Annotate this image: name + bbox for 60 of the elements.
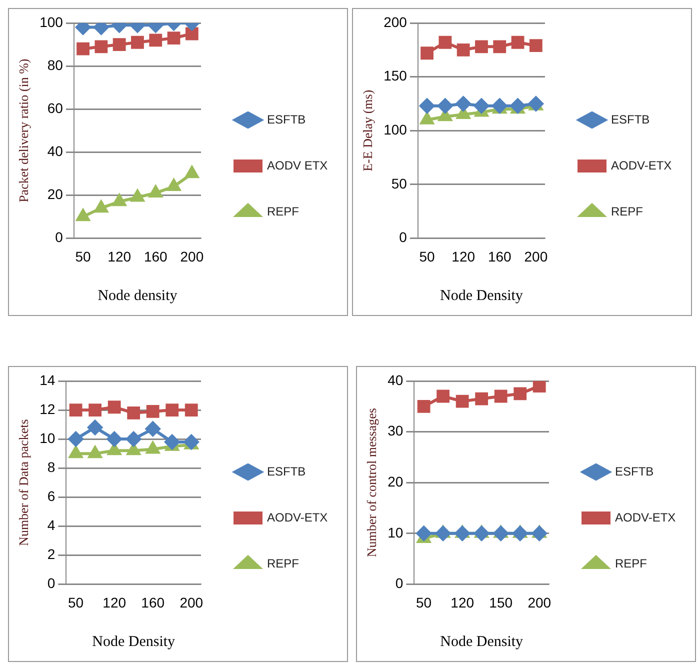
x-axis-title: Node Density: [440, 288, 524, 304]
y-tick-label: 2: [47, 546, 56, 562]
legend-label: REPF: [611, 204, 644, 218]
y-tick-label: 14: [40, 372, 56, 388]
x-tick-label: 200: [180, 248, 204, 264]
x-tick-label: 120: [102, 594, 126, 610]
legend-label: ESFTB: [267, 112, 306, 126]
y-tick-label: 80: [47, 56, 64, 73]
y-tick-label: 8: [47, 458, 56, 475]
legend-label: REPF: [267, 556, 300, 570]
x-tick-label: 50: [75, 248, 92, 264]
y-tick-label: 100: [40, 14, 64, 30]
y-tick-label: 200: [384, 14, 408, 30]
y-tick-label: 150: [384, 68, 408, 84]
legend-label: ESFTB: [615, 464, 654, 478]
y-tick-label: 40: [388, 372, 404, 388]
y-tick-label: 0: [55, 229, 64, 246]
y-tick-label: 60: [47, 100, 64, 116]
x-axis-title: Node Density: [440, 634, 524, 650]
x-tick-label: 160: [141, 594, 165, 610]
x-axis-title: Node density: [98, 288, 178, 304]
y-tick-label: 0: [399, 229, 408, 246]
y-tick-label: 12: [40, 400, 56, 417]
x-tick-label: 50: [416, 594, 432, 610]
y-axis-title: Number of Data packets: [16, 419, 32, 546]
x-tick-label: 50: [419, 248, 436, 264]
x-tick-label: 200: [180, 594, 204, 610]
y-axis-title: E-E Delay (ms): [360, 90, 376, 172]
x-tick-label: 120: [452, 248, 476, 264]
legend-label: AODV ETX: [267, 158, 328, 172]
y-tick-label: 20: [47, 186, 64, 202]
x-tick-label: 50: [68, 594, 84, 610]
legend-label: REPF: [615, 556, 648, 570]
y-tick-label: 0: [395, 575, 404, 592]
legend-label: REPF: [267, 204, 300, 218]
y-tick-label: 10: [388, 524, 404, 540]
x-tick-label: 120: [108, 248, 132, 264]
x-tick-label: 200: [528, 594, 552, 610]
legend-label: AODV-ETX: [615, 510, 676, 524]
y-axis-title: Number of control messages: [364, 408, 380, 558]
y-tick-label: 10: [40, 430, 56, 446]
y-tick-label: 4: [47, 517, 56, 533]
y-tick-label: 20: [388, 473, 404, 490]
y-tick-label: 0: [47, 575, 56, 592]
x-tick-label: 150: [489, 594, 513, 610]
legend-label: ESFTB: [267, 464, 306, 478]
y-tick-label: 40: [47, 142, 64, 159]
x-tick-label: 160: [144, 248, 168, 264]
legend-label: ESFTB: [611, 112, 650, 126]
y-tick-label: 100: [384, 121, 408, 138]
x-tick-label: 160: [488, 248, 512, 264]
y-tick-label: 6: [47, 488, 56, 504]
x-tick-label: 200: [524, 248, 548, 264]
y-axis-title: Packet delivery ratio (in %): [16, 58, 32, 202]
x-axis-title: Node Density: [92, 634, 176, 650]
y-tick-label: 50: [391, 175, 408, 192]
legend-label: AODV-ETX: [611, 158, 672, 172]
y-tick-label: 30: [388, 422, 404, 439]
legend-label: AODV-ETX: [267, 510, 328, 524]
x-tick-label: 120: [450, 594, 474, 610]
